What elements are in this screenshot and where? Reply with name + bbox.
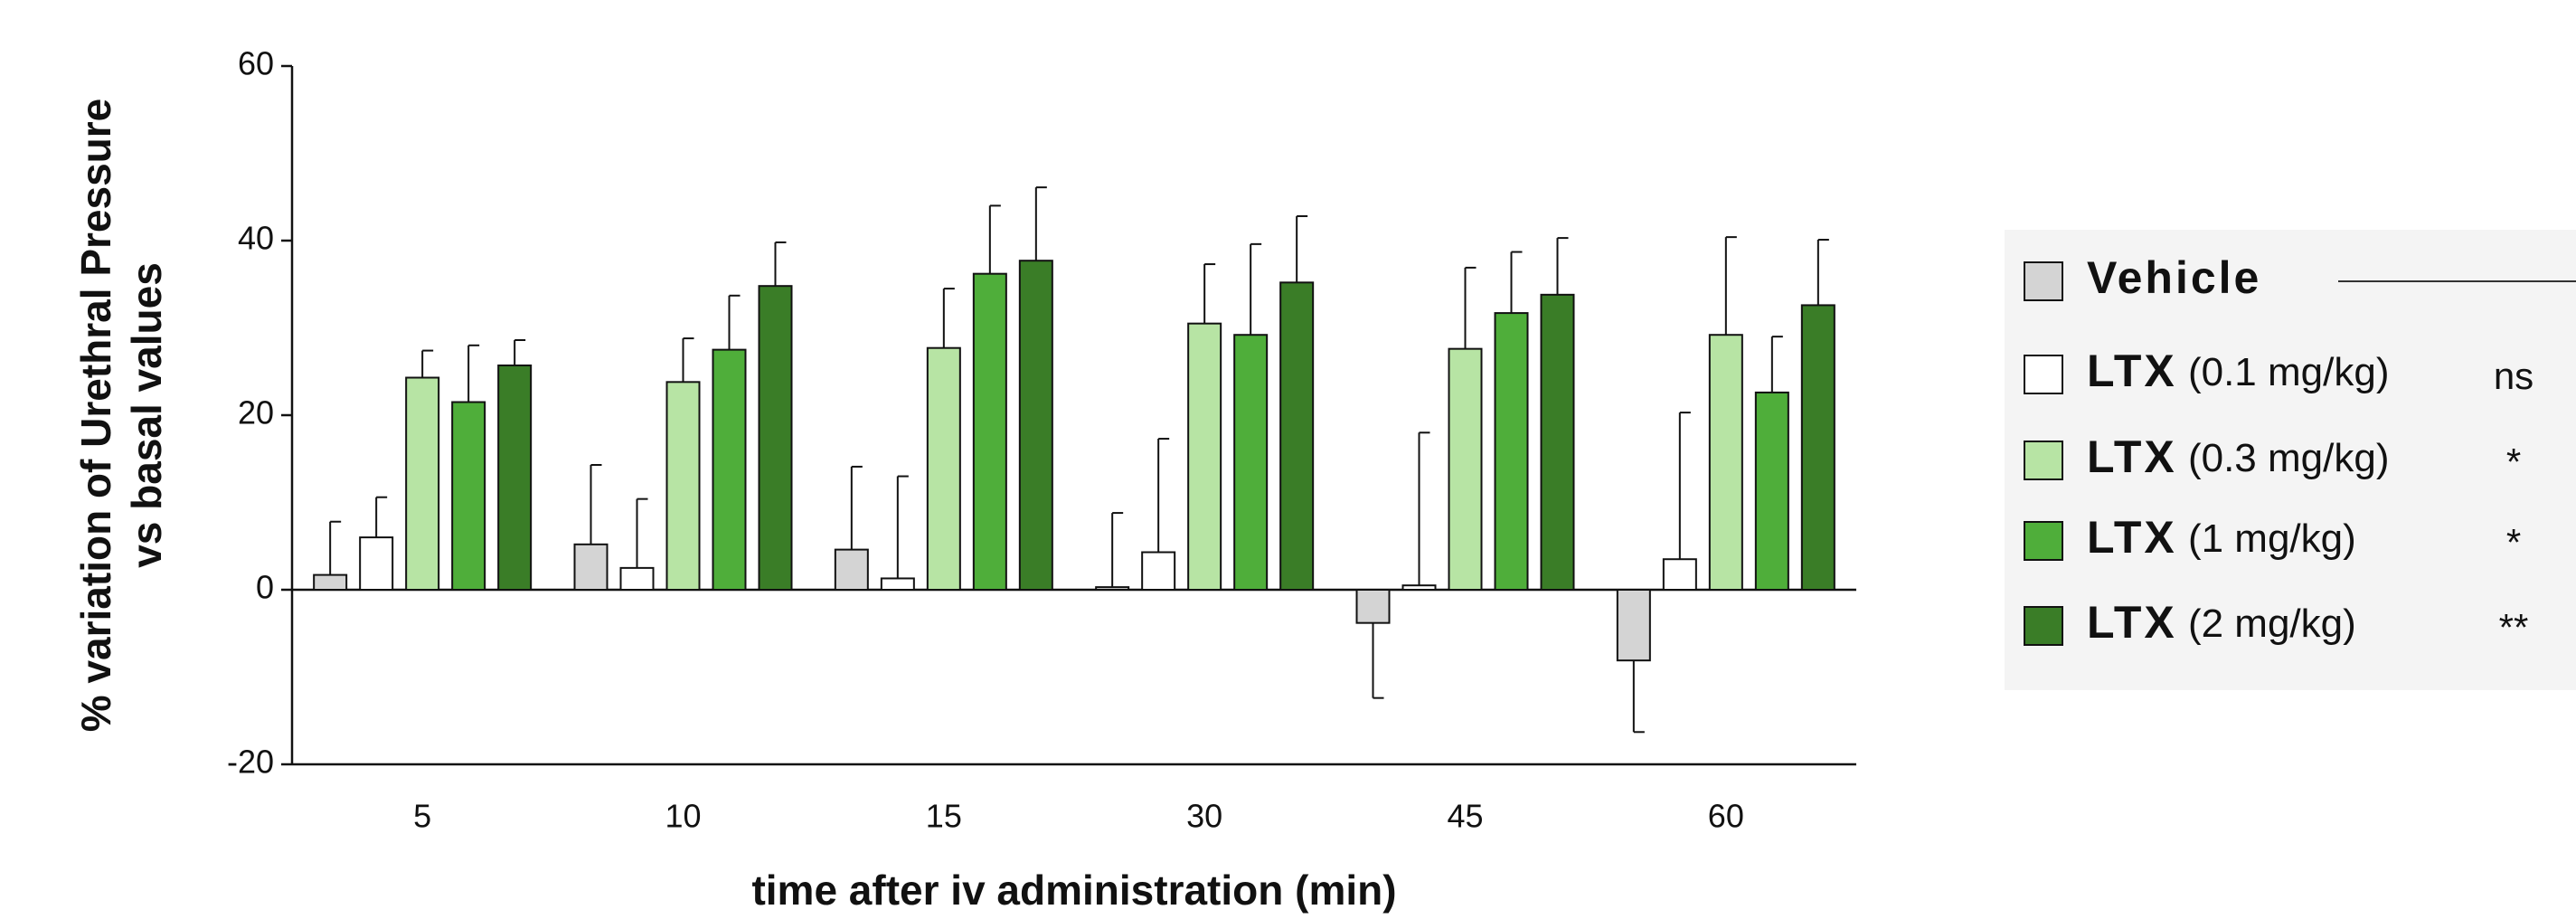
y-axis-title: % variation of Urethral Pressure bbox=[72, 99, 119, 732]
y-tick-label: -20 bbox=[227, 744, 274, 781]
legend-box bbox=[2005, 230, 2576, 690]
legend-label: LTX (0.1 mg/kg) bbox=[2087, 346, 2389, 396]
bar bbox=[1540, 293, 1575, 591]
bar bbox=[1800, 304, 1835, 591]
significance: ** bbox=[2499, 606, 2529, 649]
bar bbox=[665, 381, 701, 591]
legend-swatch bbox=[2024, 521, 2063, 561]
bar bbox=[1708, 334, 1743, 591]
significance: ns bbox=[2494, 355, 2534, 397]
bar bbox=[1187, 322, 1222, 591]
bar bbox=[758, 285, 793, 591]
x-tick-label: 45 bbox=[1447, 798, 1483, 835]
bar bbox=[926, 346, 961, 591]
x-tick-label: 60 bbox=[1708, 798, 1744, 835]
bar bbox=[1662, 558, 1697, 591]
significance: * bbox=[2506, 441, 2521, 483]
legend-swatch bbox=[2024, 441, 2063, 480]
bar bbox=[834, 548, 869, 591]
y-axis-title: vs basal values bbox=[123, 262, 170, 568]
bar bbox=[972, 272, 1007, 591]
x-tick-label: 15 bbox=[926, 798, 962, 835]
bar bbox=[1095, 586, 1130, 591]
y-tick-label: 0 bbox=[256, 569, 274, 606]
legend-label: Vehicle bbox=[2087, 252, 2261, 303]
significance: * bbox=[2506, 521, 2521, 564]
y-tick-label: 60 bbox=[238, 45, 274, 82]
bar bbox=[619, 566, 655, 591]
x-axis-title: time after iv administration (min) bbox=[751, 867, 1396, 914]
bar bbox=[313, 573, 348, 591]
legend-swatch bbox=[2024, 261, 2063, 301]
bar bbox=[1448, 347, 1483, 591]
bar bbox=[497, 364, 533, 591]
bar bbox=[880, 577, 915, 592]
bar bbox=[573, 543, 609, 592]
legend-label: LTX (2 mg/kg) bbox=[2087, 597, 2356, 648]
bar bbox=[359, 536, 394, 591]
bar bbox=[405, 376, 440, 591]
bar bbox=[1279, 281, 1315, 591]
x-tick-label: 10 bbox=[665, 798, 701, 835]
bar bbox=[1494, 312, 1529, 591]
x-tick-label: 30 bbox=[1186, 798, 1222, 835]
bar bbox=[1018, 260, 1053, 591]
bar bbox=[1141, 551, 1176, 592]
legend-swatch bbox=[2024, 606, 2063, 646]
bar bbox=[1355, 589, 1391, 624]
bar bbox=[1616, 589, 1651, 662]
x-tick-label: 5 bbox=[413, 798, 431, 835]
y-tick-label: 20 bbox=[238, 394, 274, 431]
bar bbox=[712, 348, 747, 591]
bar bbox=[1401, 584, 1437, 591]
legend-label: LTX (1 mg/kg) bbox=[2087, 512, 2356, 563]
legend-swatch bbox=[2024, 355, 2063, 394]
legend-label: LTX (0.3 mg/kg) bbox=[2087, 431, 2389, 482]
bar bbox=[1233, 334, 1269, 591]
bar bbox=[1754, 391, 1789, 591]
y-tick-label: 40 bbox=[238, 220, 274, 257]
bar bbox=[451, 401, 486, 591]
